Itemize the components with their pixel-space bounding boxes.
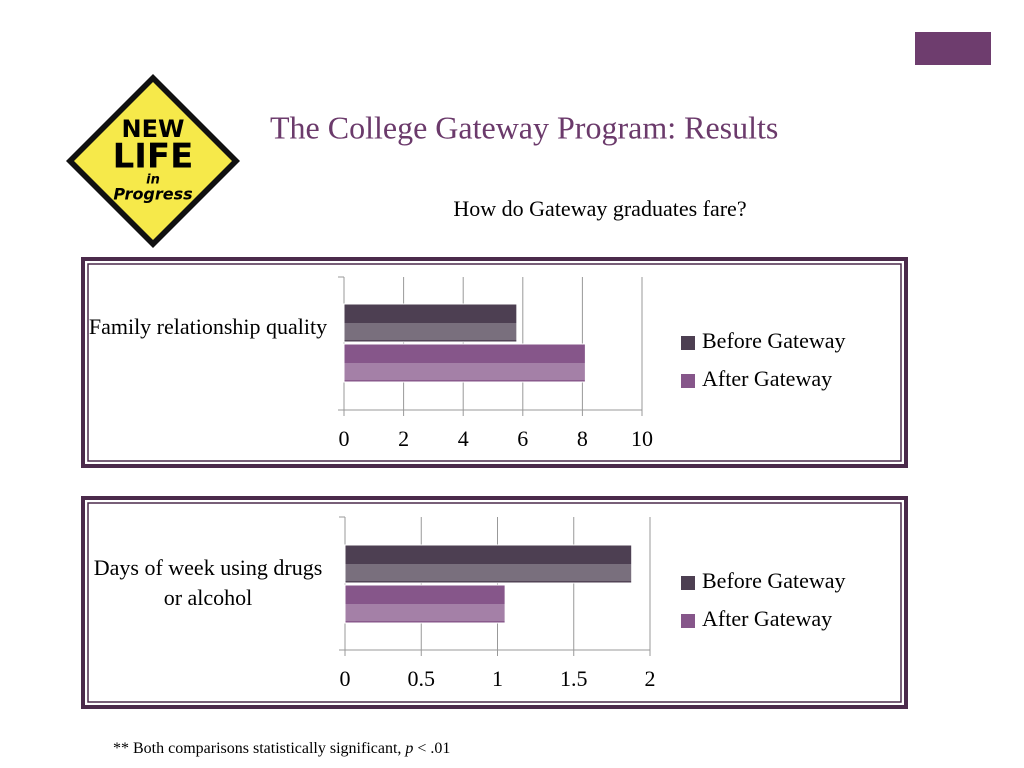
chart-frame-inner [87, 502, 902, 703]
legend-swatch [681, 336, 695, 350]
logo-text: LIFE [113, 137, 194, 177]
category-label: Days of week using drugs or alcohol [93, 555, 323, 610]
logo-text: NEW [122, 115, 185, 143]
legend-label: Before Gateway [702, 568, 846, 593]
chart-frame [81, 496, 908, 709]
legend-swatch [681, 614, 695, 628]
legend-label: After Gateway [702, 606, 832, 631]
footnote-text: ** Both comparisons statistically signif… [113, 740, 405, 757]
x-tick-label: 10 [631, 426, 653, 451]
corner-block [915, 32, 991, 65]
x-tick-label: 1 [492, 666, 503, 691]
x-tick-label: 1.5 [560, 666, 588, 691]
footnote: ** Both comparisons statistically signif… [113, 740, 450, 757]
bar [344, 584, 506, 624]
bar [343, 343, 586, 383]
legend-swatch [681, 374, 695, 388]
x-tick-label: 0.5 [408, 666, 436, 691]
chart-frame [81, 257, 908, 468]
chart-frame-inner [87, 263, 902, 462]
logo-text: Progress [113, 185, 192, 204]
x-tick-label: 2 [645, 666, 656, 691]
x-tick-label: 0 [340, 666, 351, 691]
bar [344, 544, 633, 584]
bar [343, 303, 518, 343]
x-tick-label: 0 [339, 426, 350, 451]
footnote-text: < .01 [413, 740, 450, 757]
bar-shine [345, 604, 506, 622]
logo-text: in [146, 173, 160, 188]
x-tick-label: 4 [458, 426, 469, 451]
legend-label: After Gateway [702, 366, 832, 391]
bar-shine [344, 323, 517, 341]
footnote-text: p [404, 740, 413, 757]
x-tick-label: 2 [398, 426, 409, 451]
bar-shine [344, 363, 586, 381]
slide-subtitle: How do Gateway graduates fare? [453, 196, 746, 221]
category-label: Family relationship quality [88, 314, 328, 339]
slide-title: The College Gateway Program: Results [270, 109, 778, 145]
legend-label: Before Gateway [702, 328, 846, 353]
legend-swatch [681, 576, 695, 590]
logo-sign [74, 82, 232, 240]
x-tick-label: 6 [517, 426, 528, 451]
bar-shine [345, 564, 632, 582]
x-tick-label: 8 [577, 426, 588, 451]
logo: NEW LIFE in Progress [66, 74, 240, 248]
